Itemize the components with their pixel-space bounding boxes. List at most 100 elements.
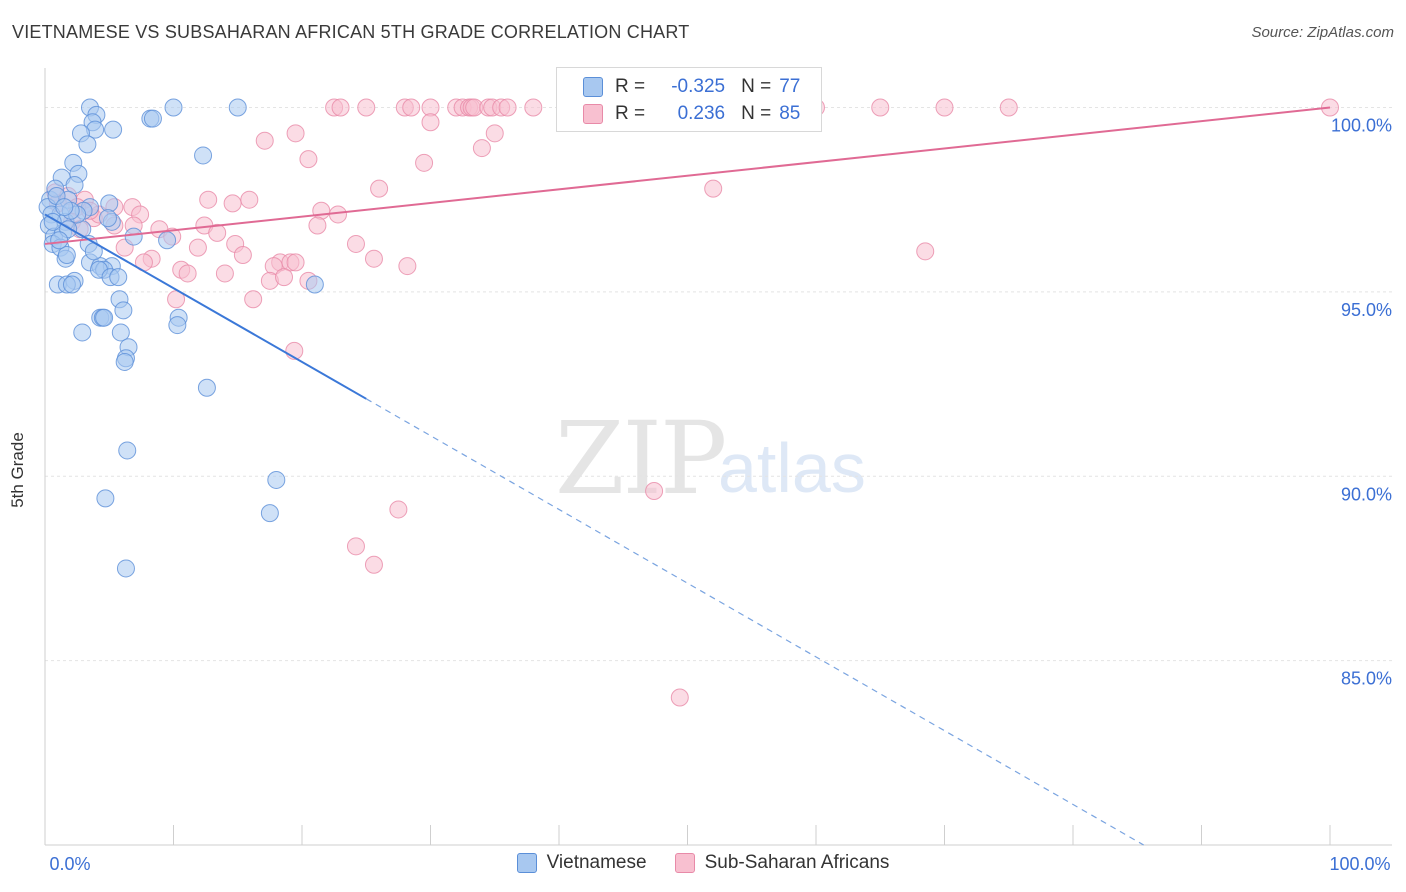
data-point-vietnamese [305, 275, 324, 294]
data-point-vietnamese [158, 231, 177, 250]
legend-swatch-vietnamese [583, 77, 603, 97]
data-point-sub-saharan [645, 482, 664, 500]
data-point-sub-saharan [935, 98, 954, 117]
legend-r-label: R = [615, 103, 646, 124]
data-point-vietnamese [197, 378, 216, 397]
data-point-sub-saharan [275, 268, 294, 287]
data-point-sub-saharan [199, 190, 218, 209]
data-point-vietnamese [164, 98, 183, 117]
data-point-vietnamese [109, 268, 128, 287]
data-point-sub-saharan [524, 98, 543, 117]
data-point-vietnamese [55, 198, 74, 217]
data-point-vietnamese [228, 98, 247, 117]
source-label: Source: ZipAtlas.com [1251, 24, 1394, 41]
data-point-sub-saharan [389, 500, 408, 519]
legend-row-sub-saharan: R = 0.236 N = 85 [557, 101, 800, 127]
data-point-vietnamese [96, 489, 115, 508]
trend-line-vietnamese [44, 213, 367, 400]
data-point-vietnamese [124, 227, 143, 246]
series-sub-saharan-points [46, 98, 1339, 707]
correlation-legend: R = -0.325 N = 77 R = 0.236 N = 85 [556, 67, 822, 132]
data-point-sub-saharan [312, 201, 331, 220]
data-point-vietnamese [78, 135, 97, 154]
legend-swatch-vietnamese [516, 853, 537, 873]
data-point-vietnamese [115, 352, 134, 371]
data-point-sub-saharan [240, 190, 259, 209]
data-point-sub-saharan [308, 216, 327, 235]
data-point-sub-saharan [178, 264, 197, 283]
data-point-sub-saharan [286, 253, 305, 272]
data-point-sub-saharan [346, 234, 365, 253]
data-point-sub-saharan [299, 150, 318, 169]
legend-n-label: N = [741, 76, 772, 97]
trend-line-vietnamese-extension [365, 398, 1144, 846]
data-point-sub-saharan [364, 249, 383, 268]
data-point-sub-saharan [871, 98, 890, 117]
data-point-sub-saharan [357, 98, 376, 117]
legend-n-value-vietnamese: 77 [779, 76, 801, 97]
data-point-vietnamese [98, 209, 117, 228]
data-point-vietnamese [143, 109, 162, 128]
data-point-sub-saharan [255, 131, 274, 150]
data-point-vietnamese [104, 120, 123, 139]
legend-swatch-sub-saharan [583, 104, 603, 124]
y-tick-label: 100.0% [1331, 116, 1392, 136]
legend-r-label: R = [615, 76, 646, 97]
data-point-sub-saharan [208, 223, 227, 242]
watermark-zip: ZIP [555, 400, 727, 517]
legend-r-value-vietnamese: -0.325 [671, 76, 726, 97]
data-point-sub-saharan [331, 98, 350, 117]
y-tick-label: 85.0% [1341, 669, 1392, 689]
legend-label-sub-saharan: Sub-Saharan Africans [704, 852, 890, 873]
data-point-sub-saharan [485, 124, 504, 143]
data-point-vietnamese [50, 231, 69, 250]
data-point-vietnamese [260, 504, 279, 523]
chart-title: VIETNAMESE VS SUBSAHARAN AFRICAN 5TH GRA… [12, 22, 690, 42]
data-point-vietnamese [111, 323, 130, 342]
data-point-vietnamese [73, 323, 92, 342]
legend-r-value-sub-saharan: 0.236 [677, 103, 726, 124]
data-point-sub-saharan [421, 113, 440, 132]
data-point-sub-saharan [415, 153, 434, 172]
tick-labels: 85.0% 90.0% 95.0% 100.0% 0.0% 100.0% [49, 116, 1392, 875]
data-point-sub-saharan [244, 290, 263, 309]
y-tick-label: 90.0% [1341, 484, 1392, 504]
data-point-sub-saharan [223, 194, 242, 213]
legend-swatch-sub-saharan [674, 853, 695, 873]
data-point-sub-saharan [704, 179, 723, 198]
series-legend: Vietnamese Sub-Saharan Africans [0, 852, 1406, 874]
y-tick-label: 95.0% [1341, 300, 1392, 320]
x-tick-label: 0.0% [49, 854, 90, 874]
watermark-atlas: atlas [718, 429, 866, 507]
legend-item-sub-saharan[interactable]: Sub-Saharan Africans [674, 852, 890, 874]
data-point-sub-saharan [916, 242, 935, 261]
data-point-sub-saharan [402, 98, 421, 117]
data-point-vietnamese [95, 308, 114, 327]
data-point-sub-saharan [286, 124, 305, 143]
data-point-sub-saharan [364, 555, 383, 574]
data-point-vietnamese [57, 246, 76, 264]
legend-label-vietnamese: Vietnamese [546, 852, 647, 873]
legend-item-vietnamese[interactable]: Vietnamese [516, 852, 647, 874]
trend-line-sub-saharan [44, 106, 1331, 245]
data-point-vietnamese [116, 559, 135, 578]
data-point-vietnamese [168, 316, 187, 335]
legend-n-value-sub-saharan: 85 [779, 103, 801, 124]
data-point-sub-saharan [398, 257, 417, 276]
data-point-sub-saharan [999, 98, 1018, 117]
legend-row-vietnamese: R = -0.325 N = 77 [557, 74, 800, 100]
data-point-sub-saharan [215, 264, 234, 283]
data-point-sub-saharan [346, 537, 365, 556]
trend-lines [44, 106, 1331, 846]
data-point-sub-saharan [370, 179, 389, 198]
data-point-sub-saharan [188, 238, 207, 257]
data-point-sub-saharan [472, 139, 491, 158]
x-tick-label: 100.0% [1329, 854, 1390, 874]
data-point-vietnamese [62, 275, 81, 294]
data-point-sub-saharan [498, 98, 517, 117]
data-point-sub-saharan [670, 688, 689, 707]
legend-n-label: N = [741, 103, 772, 124]
data-point-vietnamese [267, 470, 286, 489]
series-vietnamese-points [38, 98, 324, 578]
